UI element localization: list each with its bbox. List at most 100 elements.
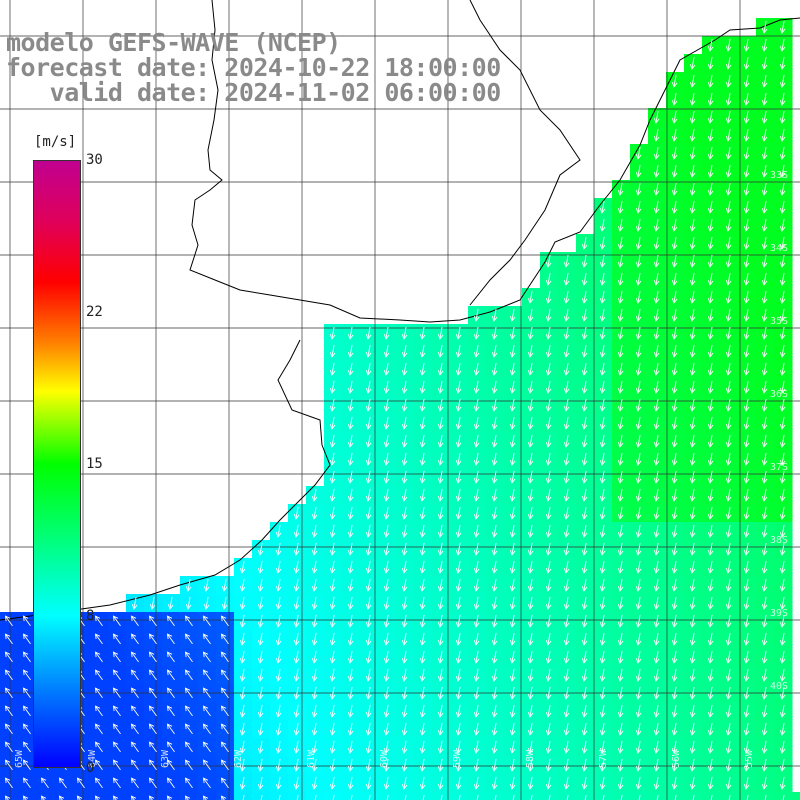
wind-arrow: [563, 597, 570, 610]
wind-arrow: [112, 777, 121, 789]
wind-arrow: [779, 93, 786, 106]
wind-arrow: [293, 777, 300, 790]
interior-border: [469, 0, 581, 306]
wind-arrow: [166, 777, 175, 789]
wind-arrow: [545, 759, 552, 772]
wind-arrow: [725, 723, 732, 736]
wind-arrow: [545, 453, 552, 466]
wind-arrow: [347, 759, 354, 772]
wind-arrow: [329, 543, 336, 556]
wind-arrow: [311, 705, 318, 718]
wind-arrow: [383, 723, 390, 736]
wind-arrow: [545, 705, 552, 718]
latitude-label: 38S: [770, 535, 789, 546]
wind-arrow: [689, 129, 696, 142]
wind-arrow: [419, 561, 426, 574]
wind-cell: [378, 792, 397, 800]
wind-arrow: [473, 741, 480, 754]
wind-arrow: [617, 543, 624, 556]
wind-arrow: [347, 669, 354, 682]
wind-arrow: [725, 255, 732, 268]
wind-arrow: [761, 687, 768, 700]
wind-arrow: [563, 435, 570, 448]
wind-arrow: [220, 705, 229, 717]
wind-arrow: [311, 561, 318, 574]
wind-arrow: [743, 579, 750, 592]
wind-arrow: [599, 399, 606, 412]
wind-arrow: [725, 597, 732, 610]
wind-arrow: [347, 363, 354, 376]
wind-arrow: [743, 381, 750, 394]
wind-arrow: [581, 777, 588, 790]
wind-arrow: [148, 705, 157, 717]
wind-cell: [648, 792, 667, 800]
wind-arrow: [707, 741, 714, 754]
wind-arrow: [401, 435, 408, 448]
wind-arrow: [689, 381, 696, 394]
wind-arrow: [437, 471, 444, 484]
wind-arrow: [239, 651, 246, 664]
wind-arrow: [617, 525, 624, 538]
wind-arrow: [491, 741, 498, 754]
wind-arrow: [22, 705, 31, 717]
wind-arrow: [419, 687, 426, 700]
wind-arrow: [725, 111, 732, 124]
wind-arrow: [166, 651, 175, 663]
wind-arrow: [94, 669, 103, 681]
title-model: modelo GEFS-WAVE (NCEP): [6, 28, 341, 57]
wind-arrow: [437, 597, 444, 610]
wind-arrow: [779, 597, 786, 610]
longitude-label: 63W: [160, 749, 171, 768]
wind-arrow: [635, 147, 642, 160]
wind-arrow: [365, 525, 372, 538]
wind-arrow: [653, 471, 660, 484]
wind-arrow: [509, 345, 516, 358]
wind-arrow: [545, 651, 552, 664]
wind-arrow: [545, 687, 552, 700]
wind-arrow: [509, 507, 516, 520]
wind-cell: [774, 792, 793, 800]
wind-arrow: [563, 633, 570, 646]
wind-arrow: [671, 417, 678, 430]
wind-arrow: [599, 363, 606, 376]
wind-arrow: [743, 75, 750, 88]
wind-arrow: [599, 759, 606, 772]
wind-arrow: [617, 255, 624, 268]
wind-arrow: [401, 363, 408, 376]
wind-arrow: [239, 633, 246, 646]
wind-arrow: [383, 561, 390, 574]
wind-arrow: [671, 129, 678, 142]
wind-arrow: [743, 291, 750, 304]
wind-arrow: [725, 561, 732, 574]
wind-arrow: [617, 309, 624, 322]
wind-arrow: [455, 327, 462, 340]
wind-arrow: [671, 561, 678, 574]
wind-arrow: [653, 615, 660, 628]
wind-arrow: [112, 759, 121, 771]
wind-arrow: [220, 651, 229, 663]
wind-arrow: [437, 687, 444, 700]
wind-arrow: [202, 669, 211, 681]
wind-arrow: [581, 615, 588, 628]
wind-arrow: [473, 579, 480, 592]
wind-arrow: [491, 399, 498, 412]
wind-arrow: [491, 759, 498, 772]
wind-arrow: [761, 39, 768, 52]
wind-arrow: [148, 777, 157, 789]
wind-arrow: [311, 741, 318, 754]
wind-arrow: [422, 795, 425, 800]
wind-arrow: [239, 705, 246, 718]
wind-arrow: [311, 489, 318, 502]
wind-arrow: [112, 633, 121, 645]
wind-arrow: [617, 273, 624, 286]
wind-arrow: [545, 435, 552, 448]
wind-arrow: [653, 399, 660, 412]
wind-arrow: [509, 723, 516, 736]
wind-arrow: [581, 525, 588, 538]
wind-arrow: [239, 687, 246, 700]
wind-arrow: [689, 489, 696, 502]
wind-arrow: [743, 399, 750, 412]
wind-arrow: [689, 705, 696, 718]
wind-arrow: [635, 237, 642, 250]
